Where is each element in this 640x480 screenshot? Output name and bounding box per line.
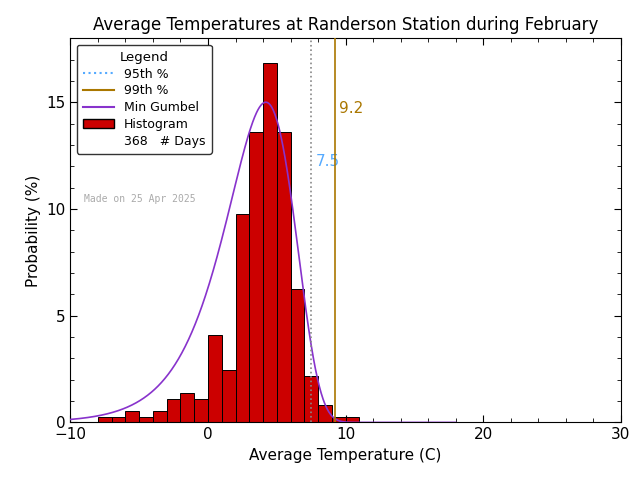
Bar [98,417,112,422]
Bar [250,132,263,422]
Bar [332,417,346,422]
Bar [153,411,166,422]
Bar [277,132,291,422]
Text: Made on 25 Apr 2025: Made on 25 Apr 2025 [84,194,196,204]
Bar [180,394,195,422]
Title: Average Temperatures at Randerson Station during February: Average Temperatures at Randerson Statio… [93,16,598,34]
Bar [236,214,250,422]
Text: 7.5: 7.5 [316,155,339,169]
Text: 9.2: 9.2 [339,101,363,116]
Bar [125,411,140,422]
Bar [291,289,305,422]
Bar [346,417,360,422]
Y-axis label: Probability (%): Probability (%) [26,174,41,287]
Bar [195,399,208,422]
Bar [263,63,277,422]
Legend: 95th %, 99th %, Min Gumbel, Histogram, 368   # Days: 95th %, 99th %, Min Gumbel, Histogram, 3… [77,45,212,154]
Bar [140,417,153,422]
Bar [318,405,332,422]
Bar [112,417,125,422]
Bar [222,370,236,422]
Bar [208,336,222,422]
X-axis label: Average Temperature (C): Average Temperature (C) [250,448,442,463]
Bar [305,376,318,422]
Bar [166,399,180,422]
